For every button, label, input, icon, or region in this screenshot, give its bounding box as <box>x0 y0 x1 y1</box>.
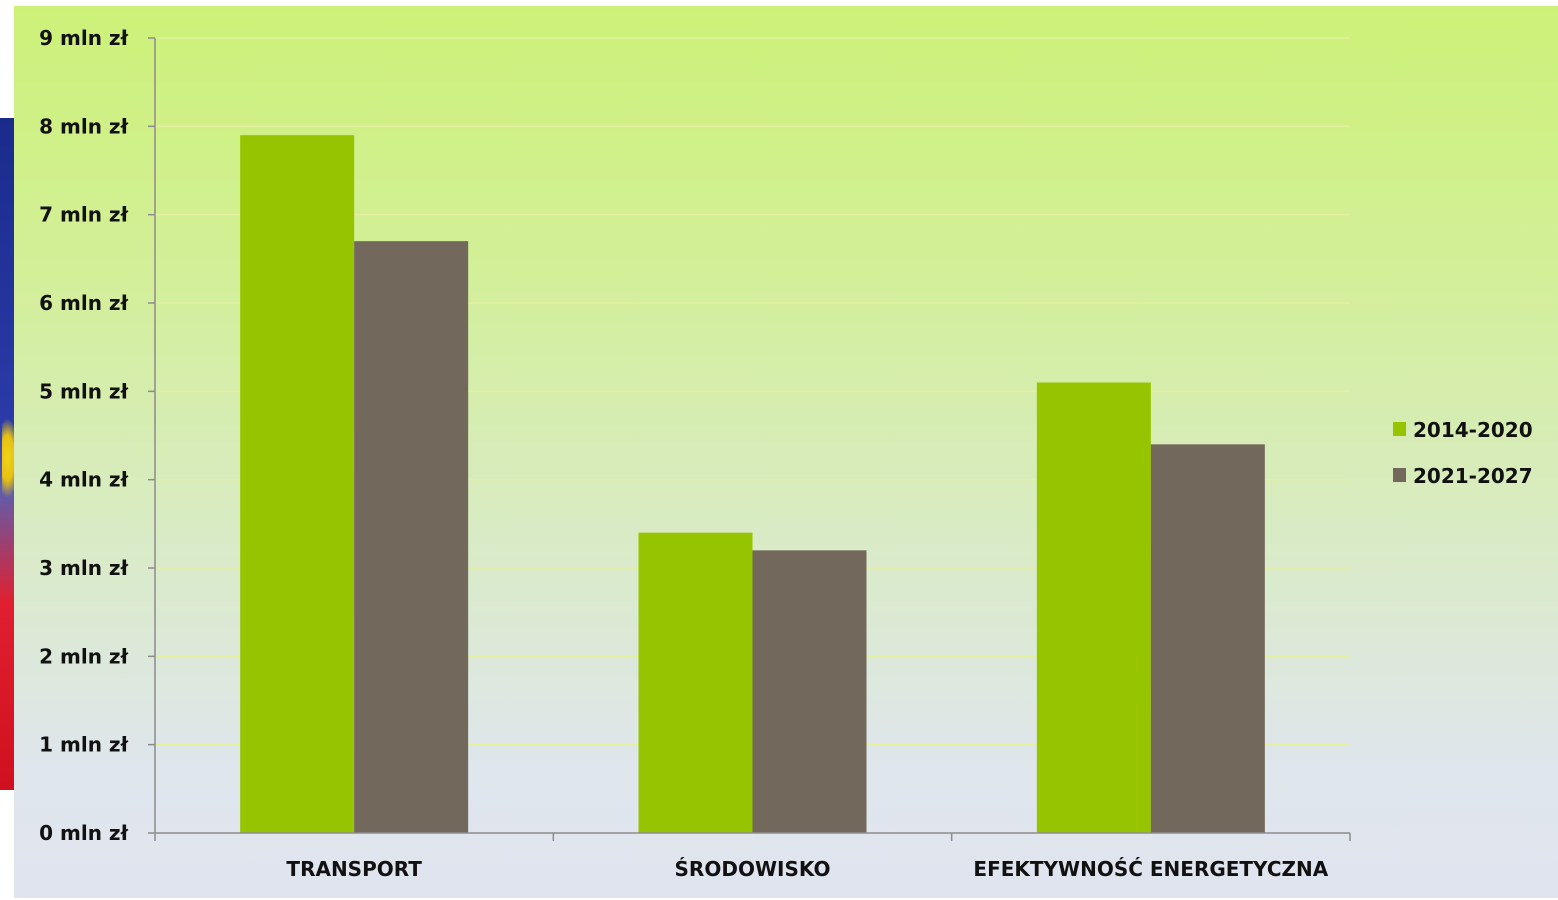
bars <box>240 135 1265 833</box>
y-tick-label: 5 mln zł <box>39 379 128 403</box>
legend: 2014-2020 2021-2027 <box>1393 418 1533 488</box>
x-category-label: EFEKTYWNOŚĆ ENERGETYCZNA <box>973 857 1328 881</box>
y-tick-label: 8 mln zł <box>39 114 128 138</box>
y-tick-label: 0 mln zł <box>39 821 128 845</box>
legend-swatch <box>1393 468 1406 482</box>
y-tick-label: 6 mln zł <box>39 291 128 315</box>
y-tick-label: 1 mln zł <box>39 733 128 757</box>
bar-2014-2020-środowisko <box>638 532 753 833</box>
legend-label: 2021-2027 <box>1413 464 1533 488</box>
y-tick-label: 4 mln zł <box>39 468 128 492</box>
axes: 0 mln zł 1 mln zł 2 mln zł 3 mln zł 4 mln zł… <box>39 26 1351 881</box>
bar-2021-2027-transport <box>354 241 469 833</box>
bar-2014-2020-transport <box>240 135 355 833</box>
x-category-label: TRANSPORT <box>286 857 422 881</box>
y-tick-label: 3 mln zł <box>39 556 128 580</box>
y-tick-label: 7 mln zł <box>39 203 128 227</box>
y-tick-label: 2 mln zł <box>39 644 128 668</box>
legend-label: 2014-2020 <box>1413 418 1533 442</box>
bar-2021-2027-środowisko <box>752 550 867 833</box>
x-category-label: ŚRODOWISKO <box>675 857 831 881</box>
legend-swatch <box>1393 422 1406 436</box>
bar-2021-2027-efektywność-energetyczna <box>1150 444 1265 833</box>
y-tick-label: 9 mln zł <box>39 26 128 50</box>
bar-2014-2020-efektywność-energetyczna <box>1036 382 1151 833</box>
